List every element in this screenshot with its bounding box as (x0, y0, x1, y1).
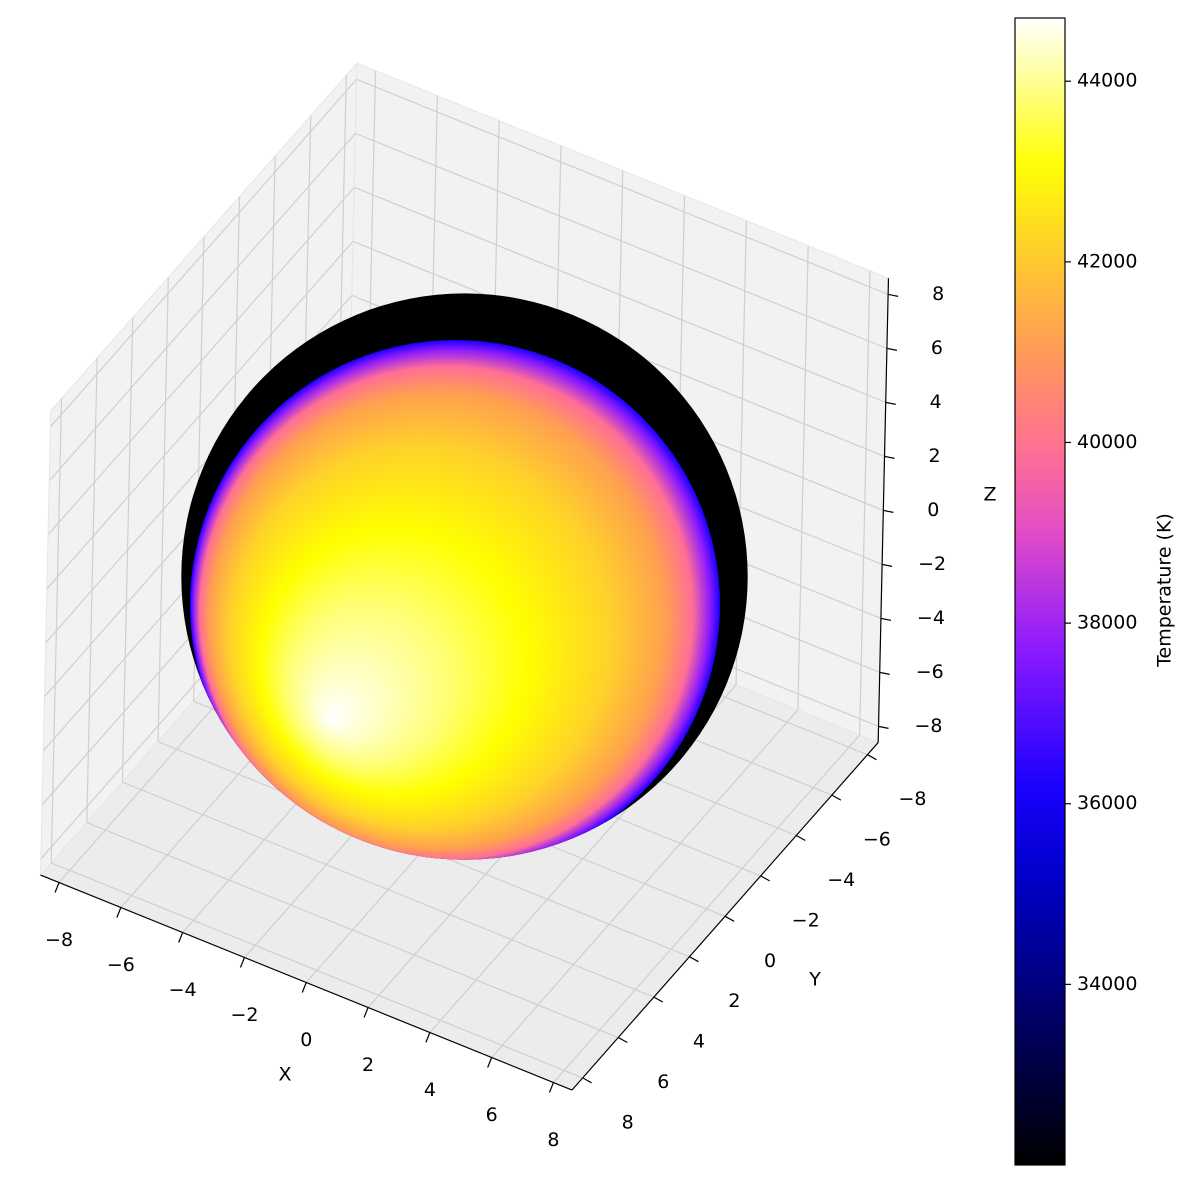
colorbar-tick-label: 44000 (1077, 70, 1137, 92)
z-axis-label: Z (983, 484, 996, 506)
x-tick (425, 1032, 431, 1043)
colorbar (1014, 17, 1066, 1166)
x-tick-label: 6 (486, 1104, 498, 1126)
y-tick-label: 6 (657, 1071, 669, 1093)
grid-line (47, 186, 355, 536)
z-tick-label: 8 (932, 283, 944, 305)
y-tick-label: −4 (827, 869, 855, 891)
x-axis-label: X (278, 1064, 291, 1086)
grid-line (50, 78, 358, 428)
y-axis-label: Y (808, 969, 821, 991)
grid-line (50, 862, 583, 1079)
z-tick-label: 4 (930, 391, 942, 413)
grid-line (355, 132, 888, 349)
grid-line (46, 240, 354, 590)
grid-line (356, 78, 889, 295)
x-tick-label: 8 (547, 1129, 559, 1151)
y-tick (617, 1036, 628, 1044)
x-tick-label: 4 (424, 1079, 436, 1101)
x-tick (178, 932, 184, 943)
x-tick (239, 957, 246, 968)
z-tick (884, 455, 895, 459)
y-tick-label: −6 (863, 829, 891, 851)
x-tick-label: 2 (362, 1054, 374, 1076)
colorbar-label: Temperature (K) (1154, 513, 1176, 668)
z-tick (885, 401, 896, 405)
y-axis-line (571, 742, 879, 1091)
x-tick (301, 982, 307, 993)
x-tick-label: −6 (107, 954, 135, 976)
z-tick-label: 2 (928, 445, 940, 467)
z-tick-label: −4 (917, 607, 945, 629)
y-tick-label: −2 (792, 909, 820, 931)
grid-line (86, 821, 619, 1039)
colorbar-tick-label: 42000 (1077, 250, 1137, 272)
sphere-lit-side (190, 340, 720, 860)
z-tick-label: −6 (916, 661, 944, 683)
y-tick-label: 0 (764, 950, 776, 972)
y-tick (760, 875, 770, 882)
y-tick-label: 8 (622, 1111, 634, 1133)
y-tick (795, 834, 806, 842)
y-tick-label: −8 (898, 788, 926, 810)
x-tick-label: −2 (230, 1004, 258, 1026)
z-axis-line (877, 278, 890, 743)
y-tick-label: 4 (693, 1031, 705, 1053)
colorbar-tick-label: 34000 (1077, 973, 1137, 995)
x-axis-line (40, 874, 573, 1091)
z-tick-label: 0 (927, 499, 939, 521)
grid-line (354, 186, 886, 403)
y-tick (867, 754, 877, 761)
z-tick (880, 617, 892, 621)
z-tick (883, 509, 894, 513)
x-tick (54, 882, 60, 893)
z-tick (879, 671, 890, 675)
x-tick (363, 1007, 369, 1018)
colorbar-tick-label: 36000 (1077, 792, 1137, 814)
z-tick (888, 293, 899, 297)
y-tick-label: 2 (728, 990, 740, 1012)
colorbar-tick-label: 38000 (1077, 612, 1137, 634)
y-tick (689, 956, 699, 963)
x-tick-label: −4 (169, 979, 197, 1001)
x-tick (487, 1057, 493, 1068)
z-tick-label: 6 (931, 337, 943, 359)
x-tick-label: −8 (45, 929, 73, 951)
grid-line (48, 132, 356, 482)
x-tick (116, 907, 122, 918)
z-tick (882, 563, 893, 567)
y-tick (724, 915, 735, 922)
y-tick (582, 1077, 592, 1084)
colorbar-tick-label: 40000 (1077, 431, 1137, 453)
z-tick-label: −2 (918, 553, 946, 575)
z-tick (878, 725, 889, 729)
grid-line (122, 781, 655, 998)
surface (181, 293, 748, 860)
x-tick (548, 1082, 555, 1093)
z-tick-label: −8 (915, 715, 943, 737)
x-tick-label: 0 (300, 1029, 312, 1051)
y-tick (653, 996, 664, 1003)
y-tick (831, 794, 842, 801)
z-tick (886, 347, 898, 351)
axes: −8 −6 −4 −2 0 2 4 6 8 −8 −6 −4 −2 0 2 4 6 8 −8 −6 −4 −2 0 2 4 6 8 (40, 278, 946, 1151)
